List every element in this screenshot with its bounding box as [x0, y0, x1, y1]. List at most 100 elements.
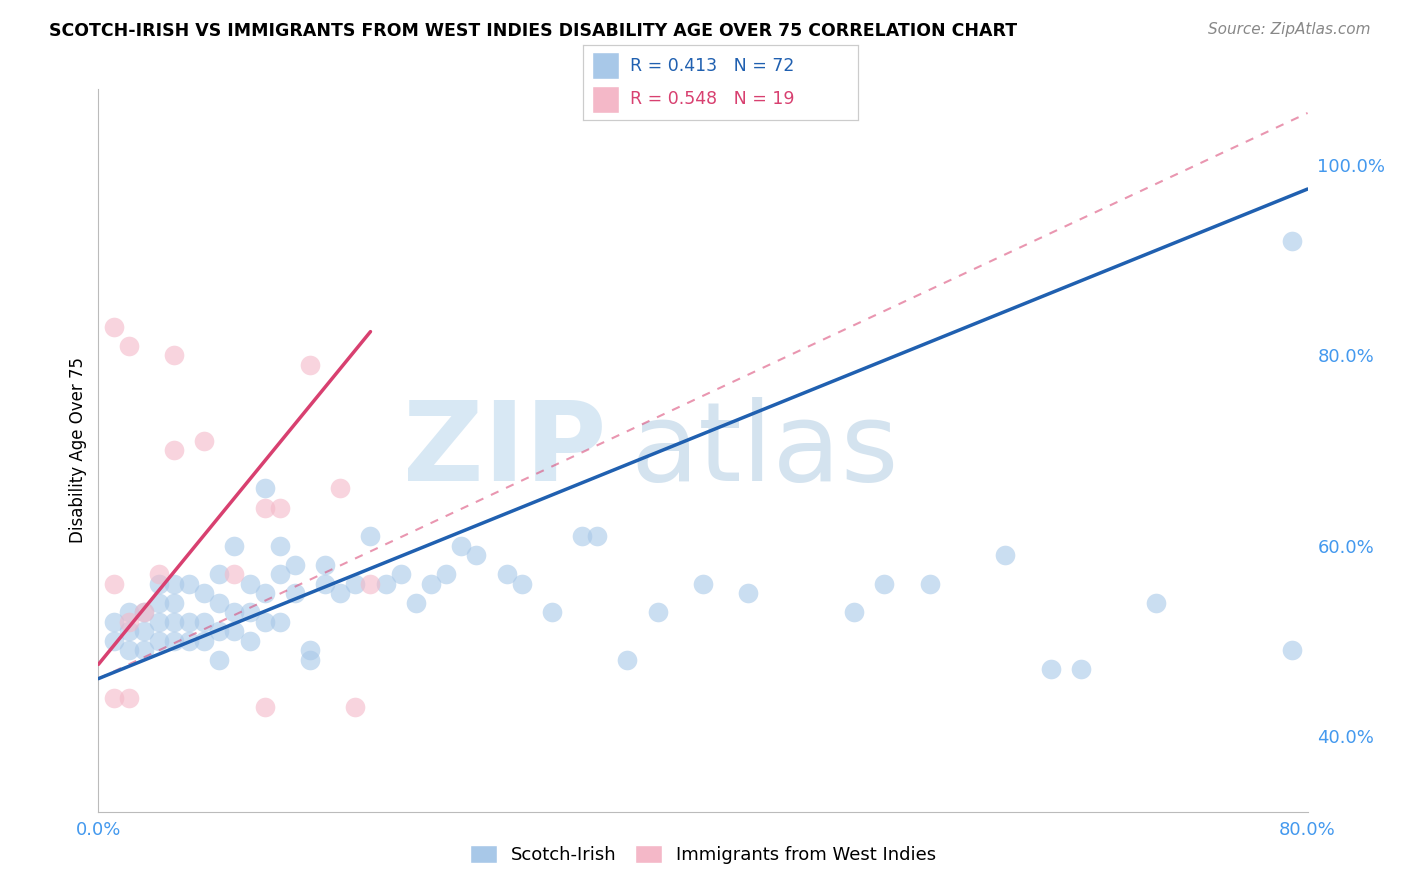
Point — [344, 700, 367, 714]
Point — [692, 576, 714, 591]
Text: Source: ZipAtlas.com: Source: ZipAtlas.com — [1208, 22, 1371, 37]
Point — [299, 643, 322, 657]
Bar — [592, 52, 619, 78]
Point — [239, 633, 262, 648]
Point — [148, 615, 170, 629]
Point — [314, 558, 336, 572]
Point — [193, 434, 215, 448]
Point — [269, 500, 291, 515]
Point — [118, 643, 141, 657]
Point — [540, 605, 562, 619]
Point — [148, 576, 170, 591]
Point — [1281, 235, 1303, 249]
Point — [344, 576, 367, 591]
Point — [179, 615, 201, 629]
Point — [329, 482, 352, 496]
Point — [208, 567, 231, 582]
Point — [737, 586, 759, 600]
Point — [314, 576, 336, 591]
Text: R = 0.413   N = 72: R = 0.413 N = 72 — [630, 57, 794, 75]
Point — [163, 576, 186, 591]
Point — [299, 652, 322, 666]
Point — [1070, 662, 1092, 676]
Point — [269, 615, 291, 629]
Point — [495, 567, 517, 582]
Point — [994, 548, 1017, 562]
Point — [434, 567, 457, 582]
Point — [118, 690, 141, 705]
Point — [873, 576, 896, 591]
Text: atlas: atlas — [630, 397, 898, 504]
Point — [1144, 596, 1167, 610]
Point — [844, 605, 866, 619]
Point — [510, 576, 533, 591]
Text: ZIP: ZIP — [404, 397, 606, 504]
Point — [374, 576, 396, 591]
Point — [224, 605, 246, 619]
Point — [239, 576, 262, 591]
Point — [389, 567, 412, 582]
Point — [360, 529, 382, 543]
Point — [148, 596, 170, 610]
Point — [465, 548, 488, 562]
Point — [586, 529, 609, 543]
Point — [647, 605, 669, 619]
Point — [420, 576, 443, 591]
Point — [405, 596, 427, 610]
Point — [193, 615, 215, 629]
Point — [918, 576, 941, 591]
Point — [253, 586, 276, 600]
Point — [118, 615, 141, 629]
Point — [163, 633, 186, 648]
Point — [132, 624, 155, 639]
Point — [148, 567, 170, 582]
Point — [103, 576, 125, 591]
Point — [193, 633, 215, 648]
Point — [269, 539, 291, 553]
Point — [269, 567, 291, 582]
Point — [253, 700, 276, 714]
Point — [253, 482, 276, 496]
Point — [163, 443, 186, 458]
Y-axis label: Disability Age Over 75: Disability Age Over 75 — [69, 358, 87, 543]
Point — [284, 558, 307, 572]
Point — [148, 633, 170, 648]
Point — [616, 652, 638, 666]
Point — [193, 586, 215, 600]
Legend: Scotch-Irish, Immigrants from West Indies: Scotch-Irish, Immigrants from West Indie… — [463, 838, 943, 871]
Point — [571, 529, 593, 543]
Point — [253, 500, 276, 515]
Point — [179, 633, 201, 648]
Text: SCOTCH-IRISH VS IMMIGRANTS FROM WEST INDIES DISABILITY AGE OVER 75 CORRELATION C: SCOTCH-IRISH VS IMMIGRANTS FROM WEST IND… — [49, 22, 1018, 40]
Point — [208, 624, 231, 639]
Point — [450, 539, 472, 553]
Point — [118, 339, 141, 353]
Point — [208, 596, 231, 610]
Point — [360, 576, 382, 591]
Point — [163, 596, 186, 610]
Point — [163, 615, 186, 629]
Point — [179, 576, 201, 591]
Point — [224, 624, 246, 639]
Bar — [592, 87, 619, 112]
Point — [103, 615, 125, 629]
Point — [118, 624, 141, 639]
Point — [1281, 643, 1303, 657]
Point — [163, 348, 186, 362]
Point — [253, 615, 276, 629]
Point — [239, 605, 262, 619]
Point — [132, 605, 155, 619]
Point — [1039, 662, 1062, 676]
Point — [118, 605, 141, 619]
Point — [284, 586, 307, 600]
Point — [208, 652, 231, 666]
Point — [103, 633, 125, 648]
Point — [299, 358, 322, 372]
Text: R = 0.548   N = 19: R = 0.548 N = 19 — [630, 90, 794, 108]
Point — [329, 586, 352, 600]
Point — [103, 690, 125, 705]
Point — [132, 643, 155, 657]
Point — [103, 319, 125, 334]
Point — [224, 567, 246, 582]
Point — [132, 605, 155, 619]
